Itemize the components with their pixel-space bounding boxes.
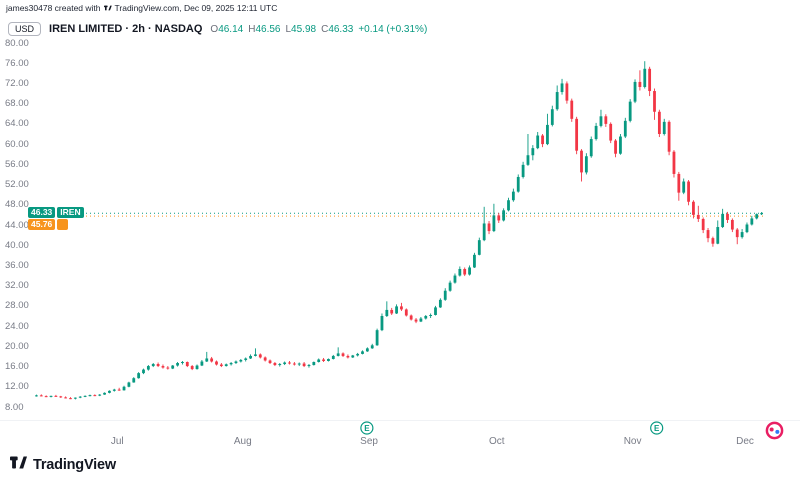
watermark-prefix: james30478 created with [6,3,101,13]
watermark: james30478 created with TradingView.com,… [6,3,277,13]
prev-close-marker: 45.76 [28,219,69,231]
current-price-marker: 46.33 IREN [28,207,84,219]
price-scale-label: 12.00 [5,381,29,393]
price-scale-label: 56.00 [5,158,29,170]
price-scale-label: 32.00 [5,280,29,292]
time-scale-label: Aug [233,436,252,447]
candlestick-series [35,61,763,400]
earnings-icon[interactable]: E [650,421,664,435]
svg-text:E: E [364,424,370,433]
high-label: H [248,23,256,35]
open-label: O [210,23,219,35]
earnings-icon[interactable]: E [360,421,374,435]
prev-close-tag [57,219,69,231]
footer-branding[interactable]: TradingView [10,455,116,475]
price-scale-label: 80.00 [5,37,29,49]
ohlc-readout: O46.14 H46.56 L45.98 C46.33 +0.14 (+0.31… [210,24,427,35]
price-scale-label: 60.00 [5,138,29,150]
tradingview-wordmark: TradingView [33,457,116,473]
low-value: 45.98 [291,23,317,35]
low-label: L [285,23,292,35]
tradingview-logo [10,455,27,475]
price-scale-label: 44.00 [5,219,29,231]
time-scale-label: Nov [623,436,642,447]
price-scale-label: 48.00 [5,199,29,211]
current-price-badge: 46.33 [28,207,56,219]
price-scale-label: 8.00 [5,401,24,413]
price-scale-label: 68.00 [5,98,29,110]
price-scale-label: 16.00 [5,361,29,373]
price-scale-label: 52.00 [5,179,29,191]
price-scale-label: 24.00 [5,320,29,332]
time-scale-label: Oct [489,436,505,447]
open-value: 46.14 [218,23,244,35]
svg-text:E: E [654,424,660,433]
chart-legend: USD IREN LIMITED · 2h · NASDAQ O46.14 H4… [8,22,427,36]
symbol-tag: IREN [57,207,84,219]
tradingview-logo-small-icon [103,4,112,12]
price-scale-label: 36.00 [5,259,29,271]
price-scale-label: 64.00 [5,118,29,130]
close-label: C [321,23,329,35]
price-scale-label: 40.00 [5,239,29,251]
change-value: +0.14 (+0.31%) [358,23,428,35]
close-value: 46.33 [328,23,354,35]
watermark-suffix: TradingView.com, Dec 09, 2025 12:11 UTC [114,3,278,13]
price-scale-label: 28.00 [5,300,29,312]
price-scale-label: 76.00 [5,57,29,69]
price-scale-label: 20.00 [5,340,29,352]
time-scale-label: Sep [360,436,378,447]
time-scale-label: Jul [110,436,124,447]
high-value: 46.56 [255,23,281,35]
time-scale-label: Dec [736,436,754,447]
currency-chip[interactable]: USD [8,22,42,36]
prev-close-badge: 45.76 [28,219,56,231]
symbol-title[interactable]: IREN LIMITED · 2h · NASDAQ [49,23,203,35]
price-scale-label: 72.00 [5,77,29,89]
colored-logo-icon[interactable] [765,421,784,440]
